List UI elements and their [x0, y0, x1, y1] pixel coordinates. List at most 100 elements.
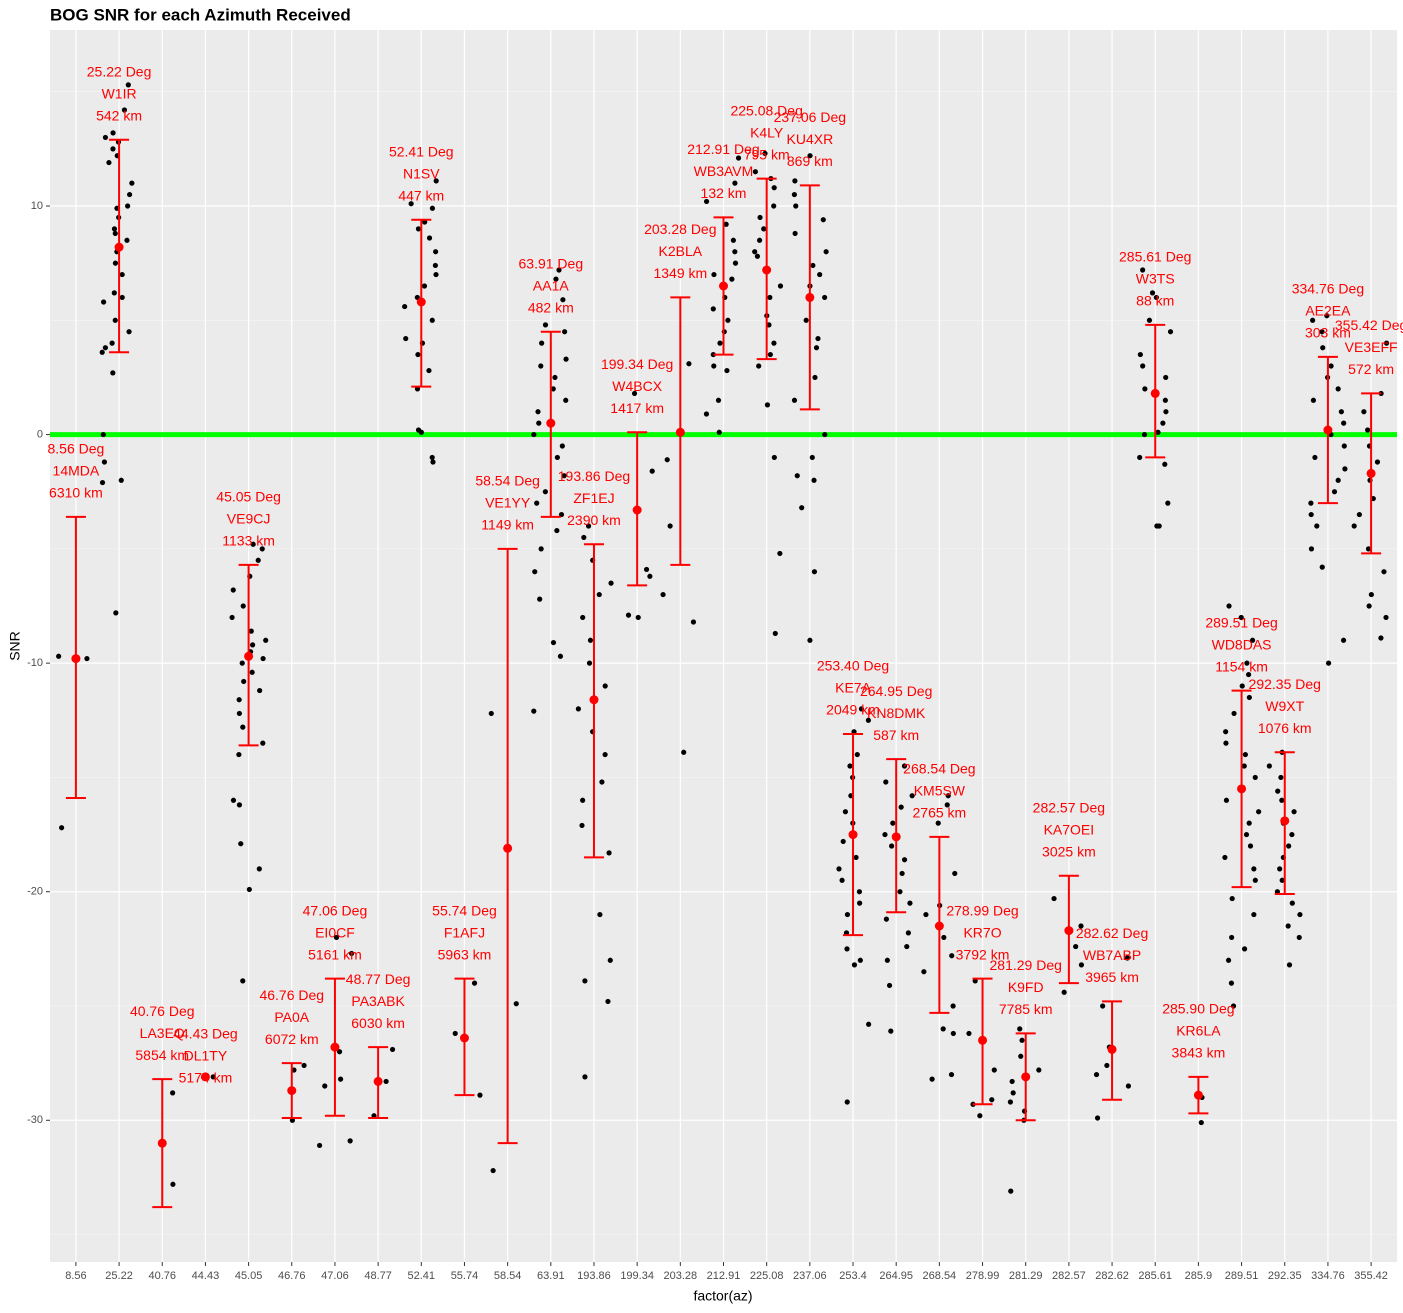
y-axis-label: SNR — [7, 631, 23, 661]
annotation: 47.06 Deg — [303, 902, 368, 918]
x-tick-label: 203.28 — [663, 1270, 697, 1282]
data-point — [1378, 635, 1384, 641]
annotation: 88 km — [1136, 293, 1174, 309]
data-point — [820, 217, 826, 223]
annotation: KR7O — [963, 924, 1001, 940]
data-point — [1061, 989, 1067, 995]
data-point — [756, 237, 763, 243]
data-point — [336, 1049, 343, 1055]
x-tick-label: 47.06 — [321, 1270, 349, 1282]
annotation: 2765 km — [913, 805, 967, 821]
mean-point — [1107, 1044, 1117, 1054]
data-point — [101, 299, 107, 305]
data-point — [230, 797, 237, 803]
data-point — [1249, 637, 1256, 643]
data-point — [554, 527, 560, 534]
data-point — [531, 431, 537, 438]
data-point — [1162, 397, 1168, 403]
annotation: 132 km — [701, 185, 747, 201]
data-point — [1286, 843, 1292, 849]
annotation: 303 km — [1305, 325, 1351, 341]
x-tick-label: 199.34 — [620, 1270, 654, 1282]
data-point — [575, 706, 581, 712]
data-point — [556, 267, 562, 273]
data-point — [711, 363, 717, 369]
data-point — [1245, 671, 1252, 678]
data-point — [121, 107, 128, 113]
data-point — [1243, 831, 1250, 838]
annotation: WD8DAS — [1212, 636, 1272, 652]
annotation: 268.54 Deg — [903, 761, 975, 777]
data-point — [767, 351, 773, 358]
annotation: VE3EFF — [1345, 339, 1398, 355]
data-point — [1163, 409, 1169, 415]
annotation: 334.76 Deg — [1292, 281, 1364, 297]
data-point — [948, 1071, 955, 1078]
data-point — [210, 1074, 216, 1080]
data-point — [1256, 809, 1262, 815]
data-point — [856, 889, 863, 895]
data-point — [599, 779, 605, 785]
data-point — [762, 150, 768, 157]
data-point — [433, 271, 439, 278]
data-point — [664, 457, 670, 463]
data-point — [1104, 1062, 1110, 1069]
data-point — [119, 294, 125, 301]
data-point — [799, 505, 805, 511]
annotation: 572 km — [1348, 361, 1394, 377]
annotation: EI0CF — [315, 924, 355, 940]
data-point — [348, 950, 355, 957]
data-point — [426, 235, 433, 241]
data-point — [1137, 351, 1143, 358]
data-point — [538, 363, 544, 369]
data-point — [1341, 443, 1347, 449]
mean-point — [1193, 1090, 1203, 1100]
data-point — [940, 1026, 946, 1032]
data-point — [99, 479, 106, 486]
data-point — [260, 655, 266, 662]
data-point — [240, 724, 246, 730]
annotation: KR6LA — [1176, 1023, 1221, 1039]
data-point — [1242, 751, 1248, 758]
data-point — [426, 367, 432, 374]
data-point — [647, 573, 653, 579]
mean-point — [675, 427, 685, 437]
mean-point — [589, 695, 599, 705]
annotation: 6072 km — [265, 1031, 319, 1047]
mean-point — [934, 921, 944, 931]
annotation: 542 km — [96, 107, 142, 123]
data-point — [602, 751, 608, 758]
data-point — [1124, 955, 1130, 961]
mean-point — [805, 292, 815, 302]
annotation: 253.40 Deg — [817, 658, 889, 674]
data-point — [432, 262, 438, 269]
data-point — [1308, 511, 1314, 518]
mean-point — [373, 1076, 383, 1086]
annotation: KM5SW — [914, 783, 966, 799]
annotation: 282.57 Deg — [1033, 799, 1105, 815]
x-tick-label: 40.76 — [148, 1270, 176, 1282]
data-point — [904, 943, 910, 950]
x-tick-label: 25.22 — [105, 1270, 133, 1282]
y-tick-label: -30 — [27, 1114, 43, 1126]
data-point — [112, 230, 118, 237]
data-point — [109, 340, 115, 346]
x-tick-label: 285.9 — [1185, 1270, 1213, 1282]
mean-point — [762, 265, 772, 275]
data-point — [110, 130, 116, 136]
data-point — [732, 260, 739, 266]
data-point — [890, 820, 896, 826]
data-point — [935, 820, 941, 826]
data-point — [807, 153, 813, 159]
data-point — [1314, 523, 1320, 529]
data-point — [477, 1092, 483, 1098]
data-point — [945, 793, 951, 799]
data-point — [1338, 409, 1344, 415]
annotation: 1149 km — [481, 517, 534, 533]
y-tick-label: 10 — [31, 200, 43, 212]
data-point — [316, 1142, 323, 1149]
x-tick-label: 264.95 — [879, 1270, 913, 1282]
annotation: 1076 km — [1258, 720, 1312, 736]
data-point — [725, 317, 731, 323]
